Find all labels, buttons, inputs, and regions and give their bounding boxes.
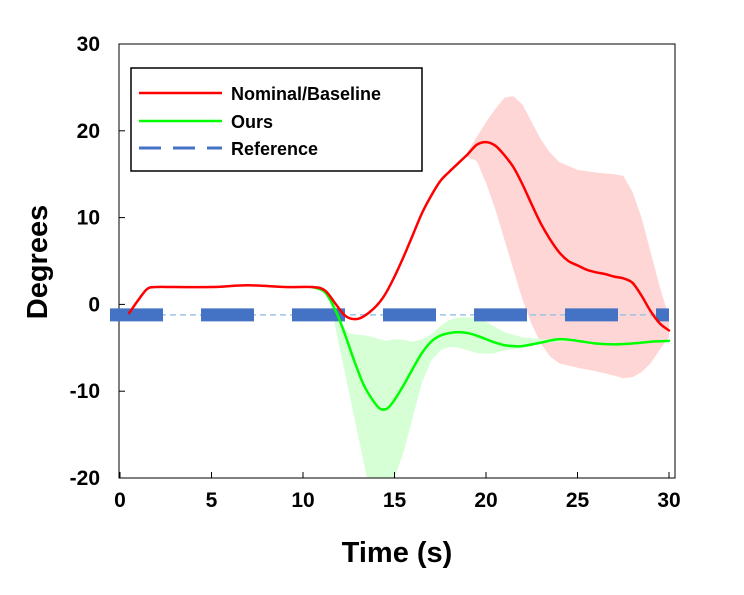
legend-label-ours: Ours <box>231 112 273 132</box>
band-ours <box>330 295 578 478</box>
y-tick-label: -20 <box>70 467 100 490</box>
x-tick-label: 10 <box>291 489 314 512</box>
x-tick-label: 15 <box>383 489 407 512</box>
plot-frame <box>118 43 676 479</box>
series-layer <box>127 140 671 411</box>
y-tick-label: -10 <box>70 380 100 403</box>
y-tick-label: 10 <box>77 207 100 230</box>
y-axis-title: Degrees <box>22 205 54 319</box>
x-tick-label: 30 <box>657 489 680 512</box>
x-axis-title: Time (s) <box>342 537 453 569</box>
series-line-nominal <box>127 140 671 332</box>
x-tick-label: 25 <box>566 489 590 512</box>
x-tick-label: 20 <box>474 489 497 512</box>
tick-labels: 0 5 10 15 20 25 30 30 20 10 0 -10 -20 <box>70 33 681 512</box>
confidence-bands <box>330 96 669 478</box>
legend: Nominal/Baseline Ours Reference <box>130 67 423 172</box>
band-nominal <box>467 96 669 379</box>
x-tick-label: 5 <box>206 489 218 512</box>
y-tick-label: 0 <box>88 293 100 316</box>
legend-label-nominal: Nominal/Baseline <box>231 84 381 104</box>
series-line-ours <box>310 285 671 411</box>
legend-box <box>130 67 423 172</box>
legend-label-reference: Reference <box>231 139 318 159</box>
y-tick-label: 20 <box>77 120 100 143</box>
y-tick-label: 30 <box>77 33 100 56</box>
x-tick-label: 0 <box>114 489 126 512</box>
tick-marks <box>119 43 670 479</box>
